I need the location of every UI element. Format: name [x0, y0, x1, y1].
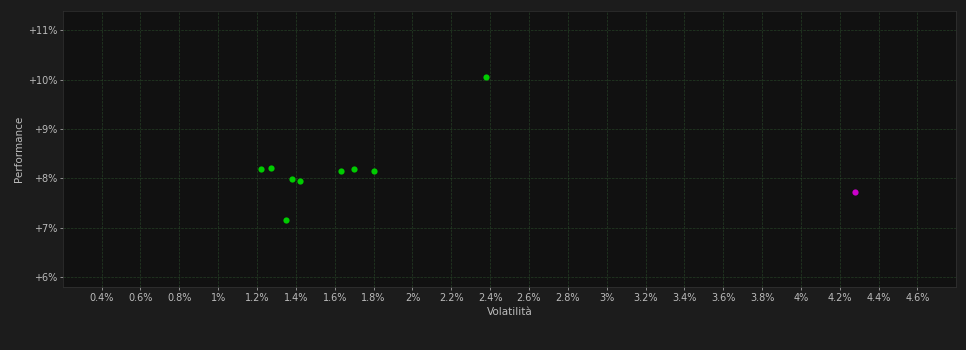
X-axis label: Volatilità: Volatilità: [487, 307, 532, 317]
Point: [478, 74, 494, 80]
Point: [292, 178, 307, 184]
Y-axis label: Performance: Performance: [14, 116, 24, 182]
Point: [366, 168, 382, 174]
Point: [847, 189, 863, 195]
Point: [347, 167, 362, 172]
Point: [333, 168, 349, 174]
Point: [284, 176, 299, 182]
Point: [263, 165, 278, 170]
Point: [253, 167, 269, 172]
Point: [278, 218, 294, 223]
